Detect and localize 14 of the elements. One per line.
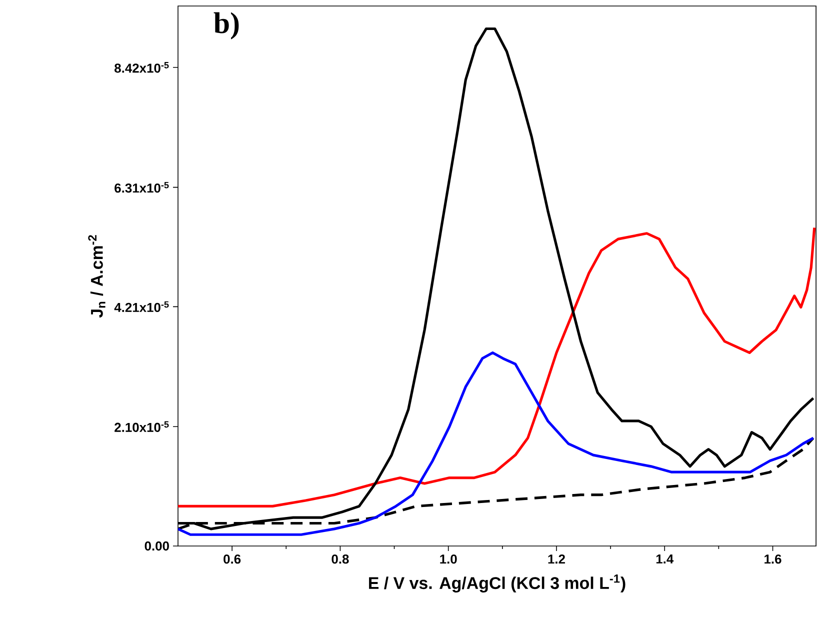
- x-tick-label: 1.2: [548, 554, 565, 564]
- x-tick-label: 0.8: [332, 554, 349, 564]
- x-tick-label: 1.6: [764, 554, 782, 564]
- annotation: b): [214, 12, 239, 40]
- y-tick-label: 2.10x10$^{-5}$: [114, 421, 169, 432]
- x-tick-label: 1.4: [656, 554, 674, 564]
- y-tick-label: 8.42x10$^{-5}$: [114, 62, 169, 73]
- x-axis-title: E / V vs. Ag/AgCl (KCl 3 mol L$^{-1}$): [369, 574, 626, 592]
- x-tick-label: 0.6: [224, 554, 241, 564]
- y-axis-title: J$_{n}$ / A.cm$^{-2}$: [88, 235, 106, 318]
- x-tick-label: 1.0: [440, 554, 457, 564]
- y-tick-label: 0.00: [144, 541, 169, 551]
- y-tick-label: 6.31x10$^{-5}$: [114, 182, 169, 193]
- y-tick-label: 4.21x10$^{-5}$: [114, 301, 169, 312]
